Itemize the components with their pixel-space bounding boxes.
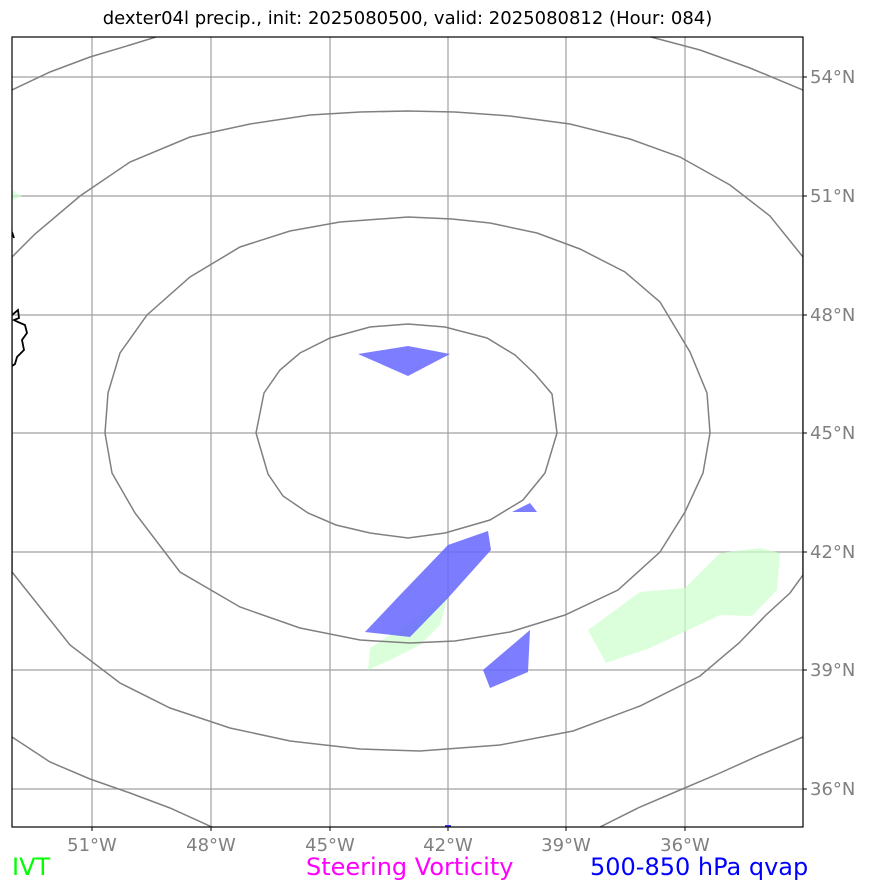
ivt-region-east <box>588 548 780 663</box>
qvap-region-small <box>512 503 537 512</box>
ivt-shading <box>12 190 780 670</box>
contour-ring-4d <box>599 736 803 827</box>
lat-label-42n: 42°N <box>810 542 855 563</box>
legend-ivt: IVT <box>12 853 51 881</box>
lon-label-39w: 39°W <box>541 835 591 856</box>
lat-label-51n: 51°N <box>810 186 855 207</box>
legend-steering-vorticity: Steering Vorticity <box>306 853 514 881</box>
ivt-region-west-edge <box>12 190 22 200</box>
contour-ring-2 <box>104 216 711 644</box>
map-area <box>12 37 803 827</box>
contour-ring-4b <box>650 37 803 91</box>
qvap-region-main <box>365 531 491 637</box>
contour-ring-3 <box>12 110 803 752</box>
qvap-region-south <box>483 630 530 688</box>
lon-label-45w: 45°W <box>305 835 355 856</box>
graticule <box>12 37 803 827</box>
map-title: dexter04l precip., init: 2025080500, val… <box>102 8 713 29</box>
qvap-shading <box>358 346 537 688</box>
lat-label-54n: 54°N <box>810 67 855 88</box>
map-frame <box>11 36 804 828</box>
lat-label-48n: 48°N <box>810 305 855 326</box>
lon-label-36w: 36°W <box>660 835 710 856</box>
tick-marks <box>91 76 807 831</box>
coastline <box>12 231 28 367</box>
contour-ring-4c <box>12 736 213 827</box>
lat-label-36n: 36°N <box>810 779 855 800</box>
lon-label-48w: 48°W <box>186 835 236 856</box>
lon-label-51w: 51°W <box>67 835 117 856</box>
lat-label-39n: 39°N <box>810 660 855 681</box>
lon-label-42w: 42°W <box>423 835 473 856</box>
steering-vorticity-contours <box>12 37 803 827</box>
contour-ring-4 <box>12 37 157 91</box>
latitude-labels: 54°N 51°N 48°N 45°N 42°N 39°N 36°N <box>810 67 855 800</box>
coastline-west <box>12 308 28 367</box>
legend-qvap: 500-850 hPa qvap <box>590 853 809 881</box>
contour-ring-1 <box>255 323 558 539</box>
lat-label-45n: 45°N <box>810 423 855 444</box>
qvap-region-north <box>358 346 450 376</box>
longitude-labels: 51°W 48°W 45°W 42°W 39°W 36°W <box>67 835 710 856</box>
